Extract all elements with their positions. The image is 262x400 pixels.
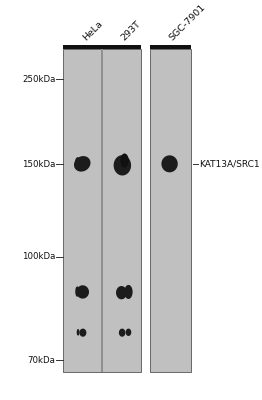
Polygon shape [114, 155, 131, 176]
Bar [150, 50, 190, 372]
Text: 250kDa: 250kDa [22, 74, 55, 84]
Polygon shape [77, 329, 79, 336]
Polygon shape [116, 286, 127, 299]
Bar [63, 50, 141, 372]
Polygon shape [126, 328, 131, 336]
Polygon shape [76, 285, 89, 298]
Text: KAT13A/SRC1: KAT13A/SRC1 [199, 160, 260, 169]
Polygon shape [75, 286, 79, 297]
Polygon shape [75, 157, 80, 168]
Text: 100kDa: 100kDa [22, 252, 55, 261]
Text: SGC-7901: SGC-7901 [167, 3, 207, 43]
Bar [101, 50, 103, 372]
Polygon shape [161, 155, 178, 172]
Polygon shape [124, 285, 133, 299]
Bar [63, 45, 141, 50]
Polygon shape [74, 156, 90, 172]
Text: 70kDa: 70kDa [28, 356, 55, 365]
Text: 150kDa: 150kDa [22, 160, 55, 169]
Polygon shape [79, 328, 86, 337]
Bar [150, 45, 190, 50]
Text: HeLa: HeLa [81, 20, 105, 43]
Polygon shape [121, 154, 129, 168]
Polygon shape [119, 328, 125, 337]
Text: 293T: 293T [119, 20, 142, 43]
